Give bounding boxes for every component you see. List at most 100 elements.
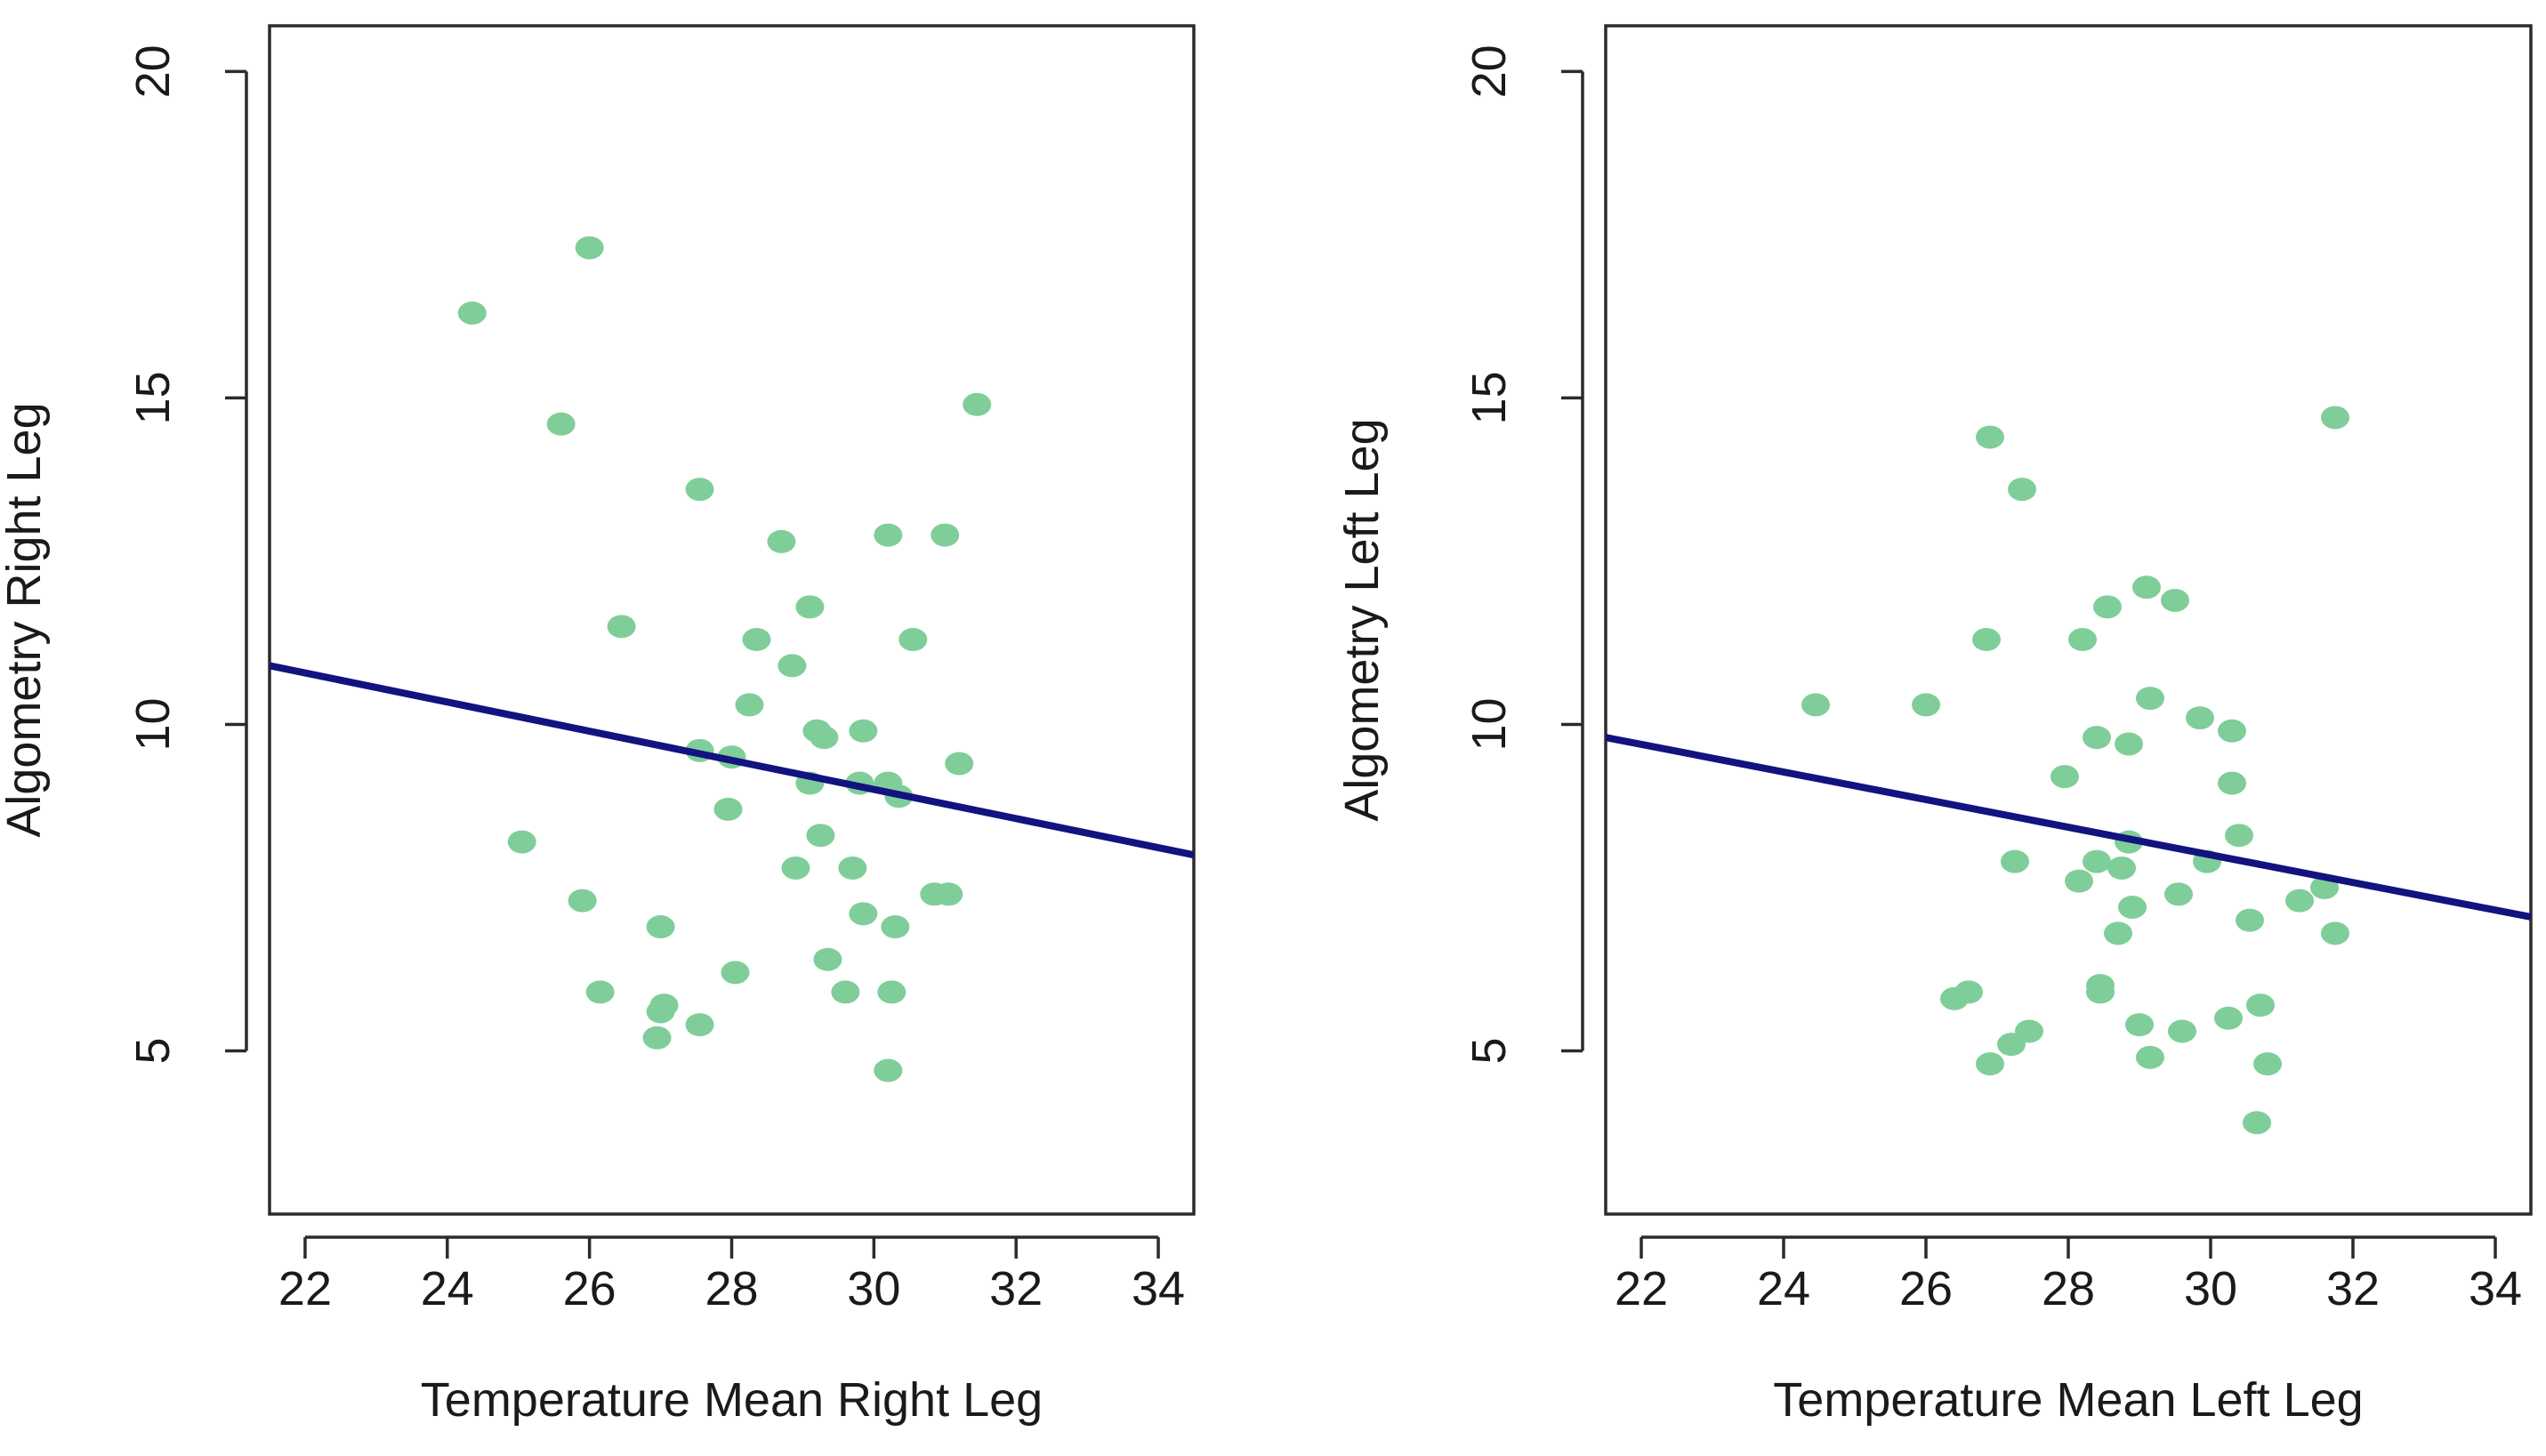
data-point <box>881 915 910 939</box>
data-point <box>2186 706 2214 730</box>
data-point <box>2168 1019 2196 1043</box>
data-point <box>2218 719 2246 743</box>
y-tick-label: 15 <box>1462 371 1516 424</box>
data-point <box>1976 1052 2004 1076</box>
x-axis-title: Temperature Mean Right Leg <box>421 1373 1043 1427</box>
x-axis: 22 24 26 28 30 32 34 <box>1615 1235 2522 1315</box>
data-point <box>945 752 974 776</box>
data-point <box>1976 425 2004 449</box>
data-point <box>1972 628 2001 652</box>
data-point <box>2083 849 2111 873</box>
plot-frame <box>1604 24 2533 1216</box>
data-point <box>849 902 878 926</box>
data-point <box>2086 980 2115 1004</box>
data-point <box>2136 1045 2164 1069</box>
data-point <box>2068 628 2097 652</box>
data-point <box>646 1000 675 1024</box>
data-point <box>1912 693 1940 717</box>
data-point <box>2218 771 2246 795</box>
y-tick-label: 5 <box>1462 1037 1516 1064</box>
data-point <box>585 980 615 1004</box>
scatter-panel-left-leg: 22 24 26 28 30 32 34 5 10 15 20 Temperature Mean Le… <box>1335 24 2533 1427</box>
y-axis: 5 10 15 20 <box>126 44 248 1065</box>
data-point <box>777 654 807 678</box>
data-point <box>767 529 796 553</box>
data-point <box>2243 1111 2271 1135</box>
data-point <box>810 726 839 750</box>
data-point <box>735 693 764 717</box>
y-axis-title: Algometry Left Leg <box>1335 418 1389 821</box>
x-axis: 22 24 26 28 30 32 34 <box>278 1235 1185 1315</box>
x-axis-title: Temperature Mean Left Leg <box>1773 1373 2363 1427</box>
data-point <box>457 301 487 325</box>
y-tick-label: 15 <box>126 371 180 424</box>
x-tick-label: 26 <box>563 1262 616 1315</box>
data-point <box>2321 921 2349 945</box>
data-point <box>2115 732 2143 756</box>
y-axis: 5 10 15 20 <box>1462 44 1584 1065</box>
x-tick-label: 24 <box>421 1262 474 1315</box>
x-tick-label: 24 <box>1757 1262 1810 1315</box>
data-point <box>2125 1013 2154 1037</box>
data-point <box>874 1058 903 1082</box>
data-point <box>963 392 992 416</box>
data-point <box>721 961 750 985</box>
regression-line <box>1606 734 2531 921</box>
data-point <box>2164 882 2193 906</box>
data-point <box>2083 726 2111 750</box>
data-point <box>1940 986 1969 1010</box>
data-point <box>2246 993 2275 1018</box>
data-point <box>2104 921 2132 945</box>
data-point <box>1997 1033 2026 1057</box>
data-point <box>2093 595 2122 619</box>
y-tick-label: 5 <box>126 1037 180 1064</box>
data-point <box>838 856 867 880</box>
regression-line <box>270 662 1194 859</box>
x-tick-label: 30 <box>2184 1262 2237 1315</box>
data-point <box>607 615 636 639</box>
x-tick-label: 22 <box>1615 1262 1668 1315</box>
x-tick-label: 26 <box>1899 1262 1953 1315</box>
data-point <box>795 595 825 619</box>
y-tick-label: 10 <box>1462 697 1516 751</box>
y-axis-title: Algometry Right Leg <box>0 402 51 837</box>
data-point <box>575 236 604 260</box>
data-point <box>1801 693 1830 717</box>
data-point <box>2136 687 2164 711</box>
data-point <box>742 628 771 652</box>
x-tick-label: 32 <box>989 1262 1043 1315</box>
data-point <box>2321 406 2349 430</box>
data-point <box>646 915 675 939</box>
data-point <box>642 1026 672 1050</box>
data-point <box>2214 1006 2243 1030</box>
data-point <box>898 628 928 652</box>
x-tick-label: 34 <box>2469 1262 2522 1315</box>
data-point <box>507 830 536 854</box>
data-point <box>2107 856 2136 880</box>
x-tick-label: 22 <box>278 1262 332 1315</box>
y-tick-label: 10 <box>126 697 180 751</box>
x-tick-label: 34 <box>1132 1262 1185 1315</box>
x-tick-label: 28 <box>2042 1262 2095 1315</box>
plot-frame <box>268 24 1196 1216</box>
data-points <box>1801 406 2349 1135</box>
data-point <box>831 980 860 1004</box>
data-point <box>934 882 963 906</box>
y-tick-label: 20 <box>1462 44 1516 98</box>
data-point <box>781 856 810 880</box>
data-point <box>2132 575 2161 599</box>
x-tick-label: 28 <box>705 1262 758 1315</box>
data-point <box>2065 869 2093 893</box>
y-tick-label: 20 <box>126 44 180 98</box>
data-point <box>546 412 576 436</box>
data-point <box>2285 889 2314 913</box>
data-point <box>2008 478 2036 502</box>
data-point <box>2118 895 2147 919</box>
data-point <box>813 947 842 971</box>
data-point <box>568 889 597 913</box>
data-point <box>2236 908 2264 932</box>
data-point <box>931 523 960 547</box>
data-point <box>685 1013 714 1037</box>
data-point <box>2050 765 2079 789</box>
